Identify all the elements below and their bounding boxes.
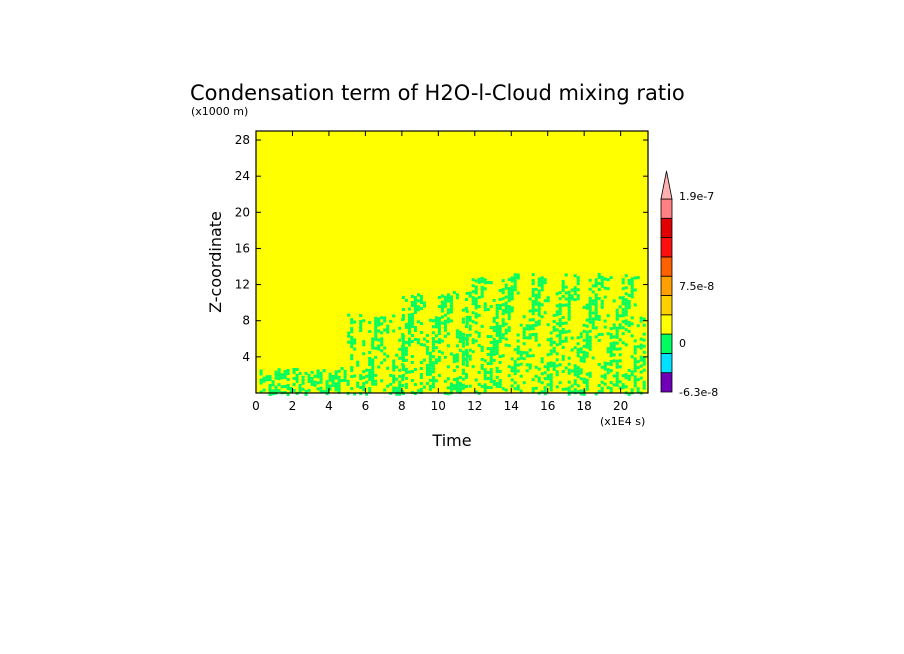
colorbar-swatch bbox=[660, 275, 673, 296]
y-tick-label: 4 bbox=[242, 350, 250, 364]
colorbar-swatch bbox=[660, 352, 673, 374]
x-tick-label: 16 bbox=[540, 399, 555, 413]
condensation-regions bbox=[259, 273, 646, 396]
x-tick-label: 14 bbox=[504, 399, 519, 413]
y-tick-label: 8 bbox=[242, 314, 250, 328]
x-scale-note: (x1E4 s) bbox=[600, 415, 645, 428]
colorbar-swatch bbox=[660, 256, 673, 277]
colorbar-swatch bbox=[660, 333, 673, 354]
colorbar-label: 7.5e-8 bbox=[679, 280, 714, 293]
x-tick-label: 18 bbox=[577, 399, 592, 413]
colorbar-swatch bbox=[660, 314, 673, 335]
chart-title: Condensation term of H2O-l-Cloud mixing … bbox=[190, 81, 685, 105]
region-0 bbox=[259, 367, 350, 396]
colorbar-label: 0 bbox=[679, 337, 686, 350]
colorbar-label: -6.3e-8 bbox=[679, 386, 718, 399]
x-tick-label: 0 bbox=[252, 399, 260, 413]
plot-frame bbox=[255, 130, 649, 394]
x-tick-label: 4 bbox=[325, 399, 333, 413]
colorbar-swatch bbox=[660, 237, 673, 258]
x-axis: 0 2 4 6 8 10 12 14 16 18 20 bbox=[252, 131, 628, 413]
y-tick-label: 20 bbox=[235, 205, 250, 219]
colorbar-swatch bbox=[660, 217, 673, 239]
colorbar-swatch bbox=[660, 372, 673, 393]
colorbar: 1.9e-7 7.5e-8 0 -6.3e-8 bbox=[660, 170, 718, 399]
x-tick-label: 10 bbox=[431, 399, 446, 413]
x-tick-label: 2 bbox=[289, 399, 297, 413]
colorbar-swatch bbox=[660, 198, 673, 219]
y-tick-label: 12 bbox=[235, 278, 250, 292]
y-scale-note: (x1000 m) bbox=[191, 105, 248, 118]
y-tick-label: 28 bbox=[235, 133, 250, 147]
region-3 bbox=[465, 273, 646, 396]
x-tick-label: 12 bbox=[467, 399, 482, 413]
region-1 bbox=[347, 313, 405, 396]
colorbar-swatch bbox=[660, 295, 673, 316]
colorbar-extend-arrow bbox=[660, 170, 673, 200]
x-tick-label: 20 bbox=[613, 399, 628, 413]
x-axis-label: Time bbox=[431, 431, 471, 450]
y-axis-label: Z-coordinate bbox=[206, 211, 225, 313]
y-tick-label: 24 bbox=[235, 169, 250, 183]
colorbar-label: 1.9e-7 bbox=[679, 190, 714, 203]
x-tick-label: 6 bbox=[362, 399, 370, 413]
x-tick-label: 8 bbox=[398, 399, 406, 413]
y-axis: 4 8 12 16 20 24 28 bbox=[235, 133, 648, 364]
y-tick-label: 16 bbox=[235, 241, 250, 255]
